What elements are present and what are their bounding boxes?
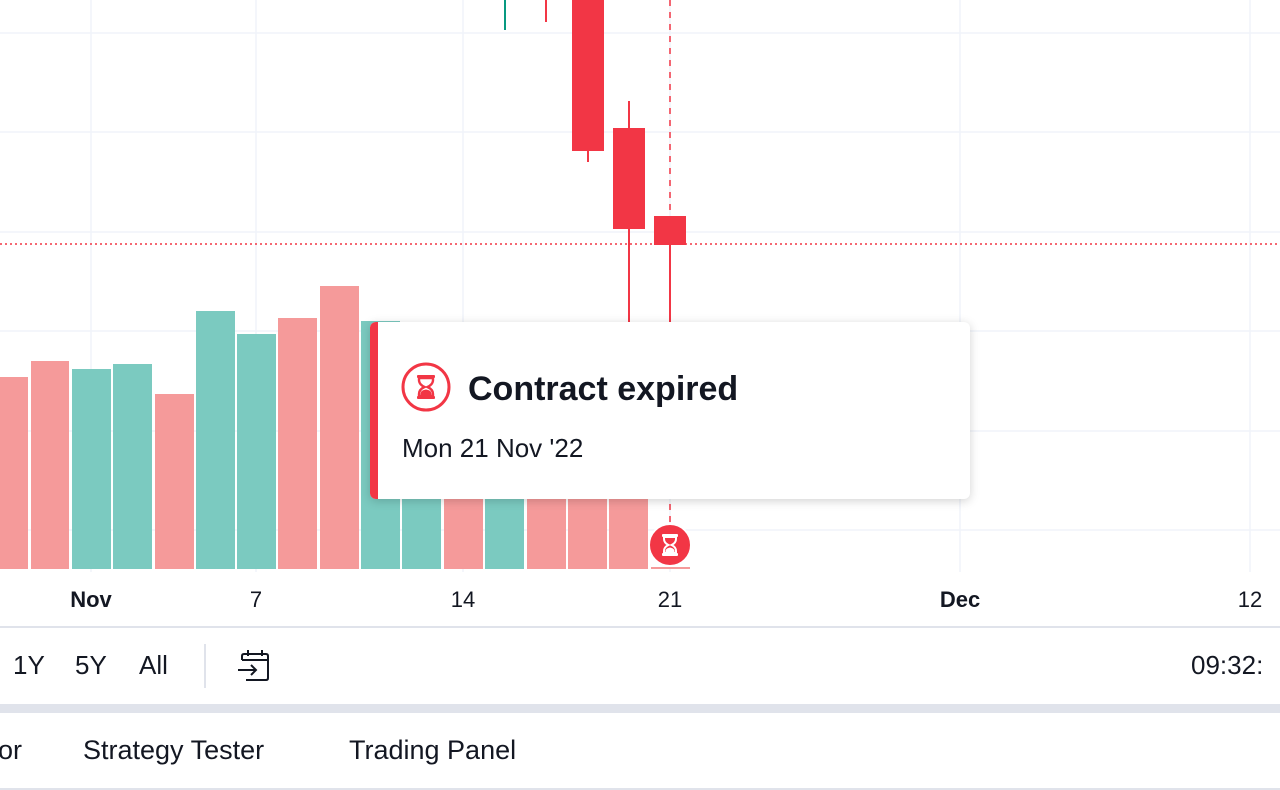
range-5y-button[interactable]: 5Y xyxy=(75,650,107,680)
hourglass-icon xyxy=(648,523,692,567)
clock-display[interactable]: 09:32: xyxy=(1191,650,1264,680)
go-to-date-button[interactable] xyxy=(236,648,274,684)
contract-expired-tooltip: Contract expired Mon 21 Nov '22 xyxy=(370,322,970,499)
hourglass-icon xyxy=(401,362,451,412)
volume-bar xyxy=(651,567,690,569)
volume-bar xyxy=(0,377,28,569)
panel-divider[interactable] xyxy=(0,704,1280,713)
range-all-button[interactable]: All xyxy=(139,650,168,680)
time-axis-tick: 7 xyxy=(249,587,263,612)
volume-bar xyxy=(155,394,194,569)
candle-body xyxy=(572,0,604,151)
tooltip-accent-bar xyxy=(370,322,378,499)
toolbar-separator xyxy=(204,644,206,688)
tab-editor-partial[interactable]: or xyxy=(0,735,23,765)
volume-bar xyxy=(278,318,317,569)
volume-bar xyxy=(237,334,276,569)
contract-expiry-marker[interactable] xyxy=(648,523,692,567)
tab-strategy-tester[interactable]: Strategy Tester xyxy=(83,735,265,765)
volume-bar xyxy=(113,364,152,569)
range-1y-button[interactable]: 1Y xyxy=(13,650,45,680)
time-axis-tick: Nov xyxy=(70,587,112,612)
time-axis-border xyxy=(0,626,1280,628)
volume-bar xyxy=(320,286,359,569)
time-axis-tick: 21 xyxy=(657,587,683,612)
time-axis[interactable]: Nov 7 14 21 Dec 12 xyxy=(0,572,1280,627)
candle-body xyxy=(654,216,686,245)
tab-trading-panel[interactable]: Trading Panel xyxy=(349,735,517,765)
date-range-toolbar: 1Y 5Y All 09:32: xyxy=(0,628,1280,704)
tooltip-title: Contract expired xyxy=(468,370,739,408)
price-chart[interactable] xyxy=(0,0,1280,572)
volume-bar xyxy=(196,311,235,569)
tooltip-date: Mon 21 Nov '22 xyxy=(402,433,584,463)
time-axis-tick: 14 xyxy=(450,587,476,612)
bottom-panel-tabs: or Strategy Tester Trading Panel xyxy=(0,713,1280,790)
time-axis-tick: Dec xyxy=(939,587,981,612)
volume-bar xyxy=(72,369,111,569)
candle-body xyxy=(613,128,645,229)
calendar-goto-icon xyxy=(238,650,269,681)
time-axis-tick: 12 xyxy=(1237,587,1263,612)
chart-pane[interactable]: Nov 7 14 21 Dec 12 Contract expired Mon xyxy=(0,0,1280,627)
volume-bar xyxy=(31,361,69,569)
